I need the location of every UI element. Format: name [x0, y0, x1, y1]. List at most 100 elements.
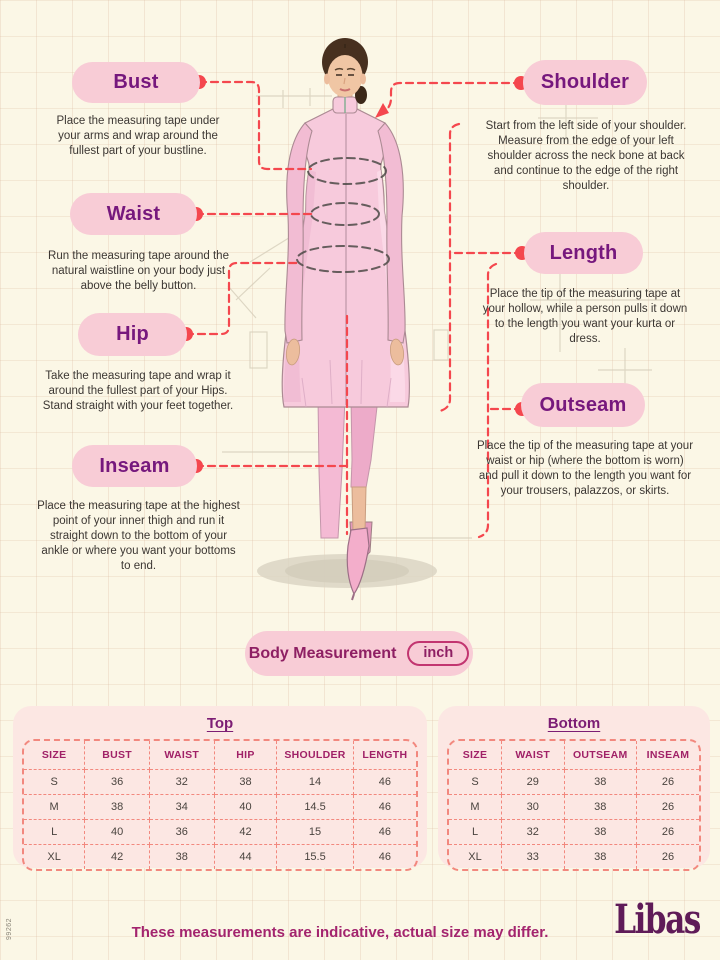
bottom-size-panel: Bottom SIZE WAIST OUTSEAM INSEAM S 29 [438, 706, 710, 871]
value-cell: 29 [501, 769, 565, 795]
bottom-table-title: Bottom [547, 715, 601, 732]
value-cell: 40 [84, 819, 150, 845]
length-label-pill: Length [524, 232, 643, 274]
value-cell: 15.5 [276, 844, 354, 869]
size-cell: S [449, 769, 502, 795]
col-header: OUTSEAM [563, 741, 637, 770]
size-cell: L [24, 819, 86, 845]
value-cell: 38 [563, 794, 637, 820]
length-bracket [438, 122, 461, 413]
shoulder-label-pill: Shoulder [523, 60, 647, 105]
floor-shadow-core [285, 559, 409, 583]
value-cell: 32 [501, 819, 565, 845]
size-cell: M [24, 794, 86, 820]
value-cell: 44 [213, 844, 278, 869]
table-row: XL 33 38 26 [449, 844, 699, 869]
value-cell: 42 [213, 819, 278, 845]
side-code: 99262 [6, 918, 13, 940]
value-cell: 40 [213, 794, 278, 820]
col-header: SHOULDER [276, 741, 354, 770]
value-cell: 46 [352, 769, 416, 795]
value-cell: 26 [636, 794, 699, 820]
heel-shoe [346, 527, 370, 596]
value-cell: 46 [352, 844, 416, 869]
col-header: BUST [84, 741, 150, 770]
bust-ellipse [307, 157, 387, 185]
col-header: HIP [213, 741, 278, 770]
value-cell: 14.5 [276, 794, 354, 820]
value-cell: 46 [352, 794, 416, 820]
size-cell: M [449, 794, 502, 820]
bottom-header-row: SIZE WAIST OUTSEAM INSEAM [449, 741, 699, 770]
body-measurement-pill: Body Measurement inch [245, 631, 473, 676]
inseam-label: Inseam [99, 454, 170, 477]
top-table-title: Top [206, 715, 234, 732]
outseam-label-pill: Outseam [521, 383, 645, 427]
top-header-row: SIZE BUST WAIST HIP SHOULDER LENGTH [24, 741, 416, 770]
fashion-figure-illustration [281, 38, 410, 601]
value-cell: 38 [563, 769, 637, 795]
shoulder-arrowhead [375, 103, 389, 118]
shoulder-label: Shoulder [540, 71, 630, 93]
table-row: M 38 34 40 14.5 46 [24, 794, 416, 820]
value-cell: 36 [148, 819, 215, 845]
value-cell: 26 [636, 844, 699, 869]
value-cell: 36 [84, 769, 150, 795]
value-cell: 26 [636, 769, 699, 795]
waist-description: Run the measuring tape around the natura… [48, 250, 229, 292]
col-header: WAIST [501, 741, 565, 770]
col-header: SIZE [449, 741, 502, 770]
value-cell: 33 [501, 844, 565, 869]
length-label: Length [549, 241, 618, 264]
size-cell: S [24, 769, 86, 795]
bust-label-pill: Bust [72, 62, 200, 103]
col-header: SIZE [24, 741, 86, 770]
inseam-label-pill: Inseam [72, 445, 197, 487]
col-header: WAIST [148, 741, 215, 770]
bust-description: Place the measuring tape under your arms… [56, 115, 220, 157]
col-header: LENGTH [352, 741, 416, 770]
bust-connector [197, 80, 313, 171]
bottom-size-table: SIZE WAIST OUTSEAM INSEAM S 29 38 26 M [449, 741, 699, 869]
waist-label: Waist [106, 202, 161, 225]
table-row: S 36 32 38 14 46 [24, 769, 416, 795]
value-cell: 30 [501, 794, 565, 820]
outseam-description: Place the tip of the measuring tape at y… [476, 440, 694, 497]
top-table-border: SIZE BUST WAIST HIP SHOULDER LENGTH S 36… [22, 739, 418, 871]
table-row: M 30 38 26 [449, 794, 699, 820]
pants-front-leg [317, 397, 346, 539]
value-cell: 26 [636, 819, 699, 845]
size-cell: XL [24, 844, 86, 869]
waist-ellipse [310, 202, 380, 226]
bottom-table-border: SIZE WAIST OUTSEAM INSEAM S 29 38 26 M [447, 739, 701, 871]
body-measurement-label: Body Measurement [248, 644, 397, 662]
inseam-description: Place the measuring tape at the highest … [37, 500, 240, 572]
measure-ellipses [296, 157, 390, 273]
shoulder-connector [379, 81, 523, 115]
bust-label: Bust [113, 71, 159, 93]
value-cell: 38 [213, 769, 278, 795]
table-row: L 40 36 42 15 46 [24, 819, 416, 845]
shoulder-description: Start from the left side of your shoulde… [485, 120, 687, 192]
waist-label-pill: Waist [70, 193, 197, 235]
disclaimer-note: These measurements are indicative, actua… [131, 924, 549, 941]
outseam-bracket [477, 262, 498, 539]
value-cell: 38 [84, 794, 150, 820]
table-row: S 29 38 26 [449, 769, 699, 795]
hip-ellipse [296, 245, 390, 273]
value-cell: 32 [148, 769, 215, 795]
value-cell: 14 [276, 769, 354, 795]
hip-connector [184, 261, 300, 336]
value-cell: 38 [563, 819, 637, 845]
unit-toggle-button[interactable]: inch [407, 641, 470, 666]
value-cell: 34 [148, 794, 215, 820]
size-cell: L [449, 819, 502, 845]
value-cell: 38 [148, 844, 215, 869]
table-row: L 32 38 26 [449, 819, 699, 845]
hip-description: Take the measuring tape and wrap it arou… [42, 370, 234, 412]
value-cell: 38 [563, 844, 637, 869]
value-cell: 46 [352, 819, 416, 845]
pants-back-leg [350, 397, 379, 489]
